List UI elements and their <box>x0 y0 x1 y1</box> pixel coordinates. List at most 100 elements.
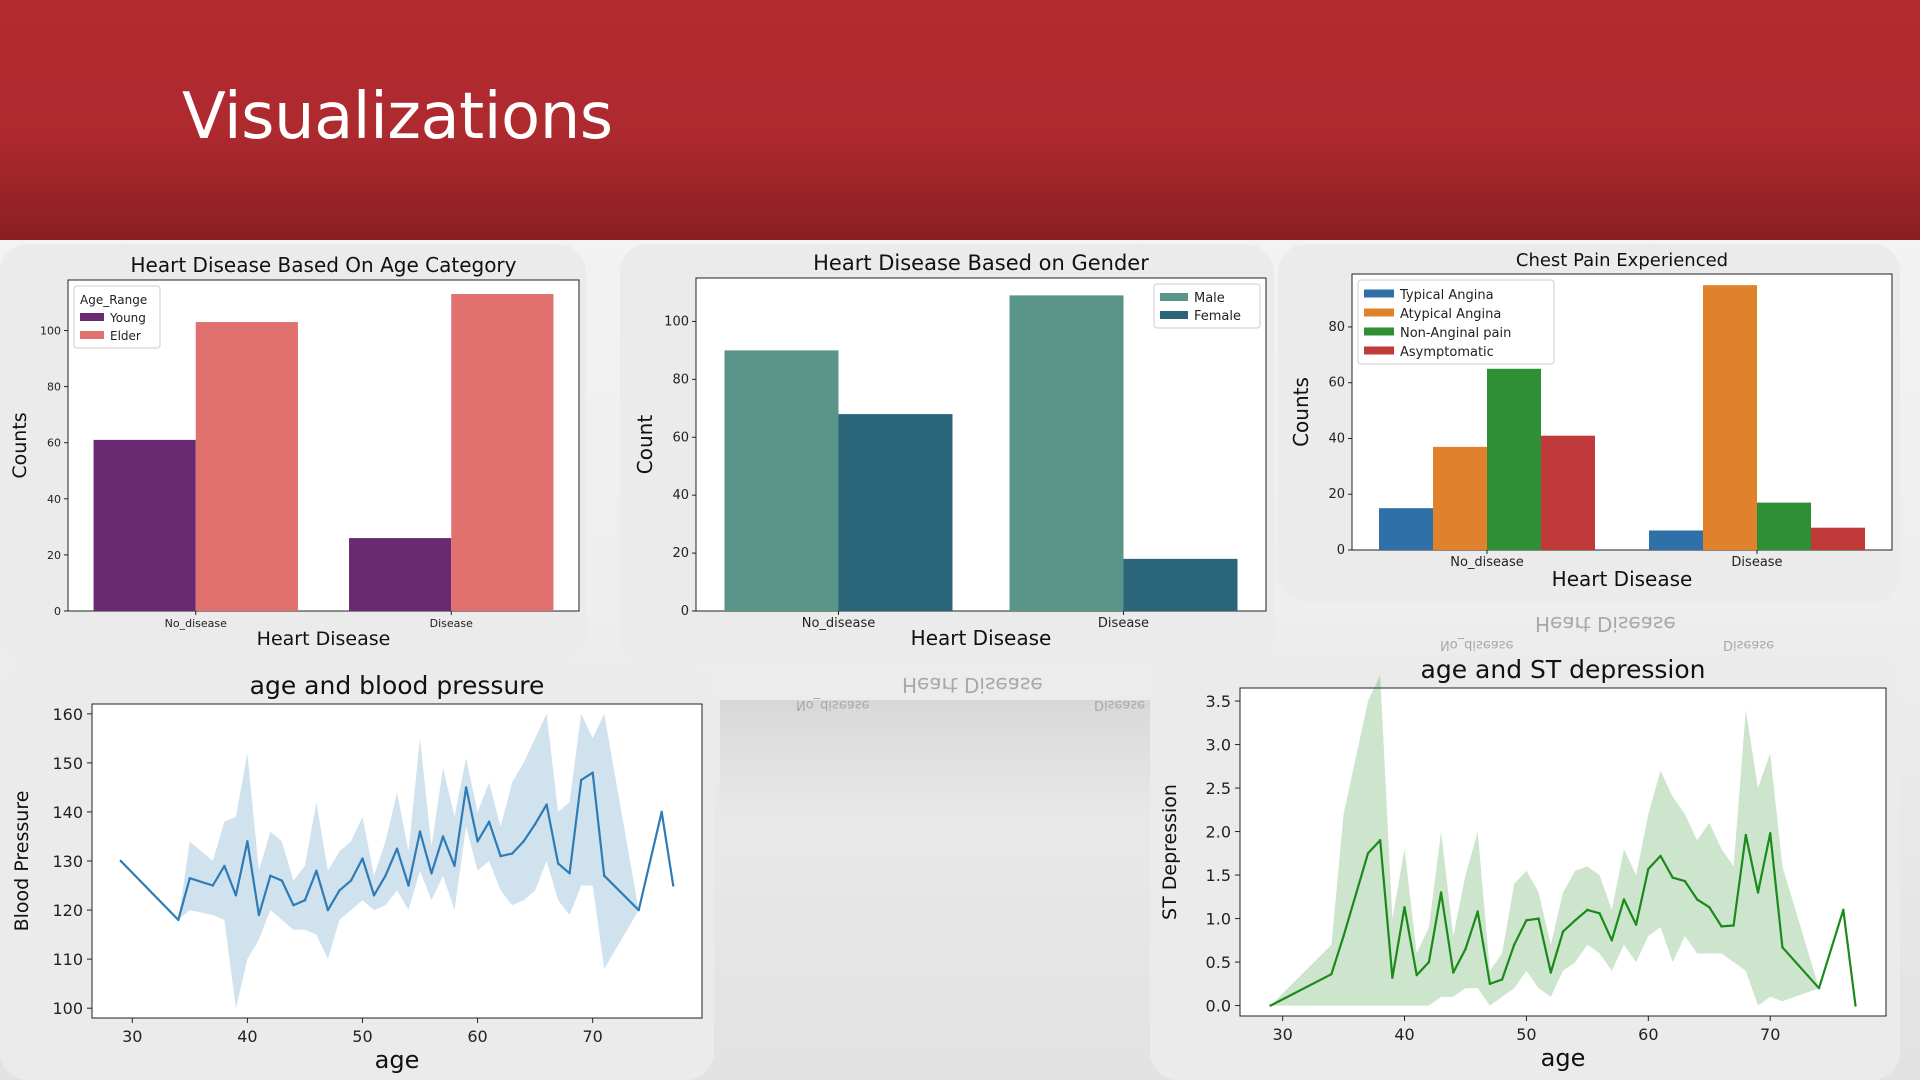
legend-box <box>1357 279 1555 365</box>
y-tick-label: 40 <box>672 488 689 503</box>
y-tick-label: 2.5 <box>1206 779 1231 798</box>
data-point <box>672 884 675 887</box>
data-point <box>545 803 548 806</box>
y-tick-label: 60 <box>672 430 689 445</box>
data-point <box>533 823 537 826</box>
y-tick-label: 40 <box>1328 431 1345 446</box>
x-tick-label: 50 <box>1516 1025 1536 1044</box>
data-point <box>1842 908 1845 912</box>
legend-label: Young <box>109 311 146 325</box>
data-point <box>349 879 353 882</box>
slide-title: Visualizations <box>182 80 613 154</box>
data-point <box>177 918 180 922</box>
data-point <box>476 840 479 843</box>
data-point <box>660 810 663 814</box>
y-tick-label: 20 <box>47 549 61 562</box>
y-tick-label: 80 <box>47 381 61 394</box>
chart-title: age and blood pressure <box>250 671 545 700</box>
bar-non-anginal-pain <box>1487 368 1541 550</box>
y-tick-label: 140 <box>52 803 83 822</box>
bar-atypical-angina <box>1703 285 1757 550</box>
y-axis-label: Count <box>633 415 657 475</box>
data-point <box>1500 978 1504 981</box>
y-tick-label: 80 <box>672 372 689 387</box>
legend-swatch <box>1160 311 1188 319</box>
x-tick-label: Disease <box>1098 616 1149 631</box>
y-axis-label: ST Depression <box>1159 784 1181 920</box>
data-point <box>487 820 491 823</box>
data-point <box>1634 923 1638 926</box>
data-point <box>315 869 318 873</box>
x-tick-label: No_disease <box>802 616 876 631</box>
data-point <box>246 840 249 843</box>
x-tick-label: 30 <box>122 1027 142 1046</box>
y-tick-label: 100 <box>664 314 689 329</box>
chart-title: age and ST depression <box>1421 655 1706 684</box>
data-point <box>1439 891 1443 894</box>
y-tick-label: 110 <box>52 950 83 969</box>
data-point <box>1415 973 1418 977</box>
bar-elder <box>451 294 554 611</box>
data-point <box>1269 1004 1272 1007</box>
y-axis-label: Blood Pressure <box>11 791 33 932</box>
data-point <box>257 913 261 917</box>
y-tick-label: 0 <box>681 604 689 619</box>
legend-swatch <box>80 313 104 321</box>
data-point <box>1427 960 1431 964</box>
data-point <box>579 778 583 782</box>
y-tick-label: 3.5 <box>1206 692 1231 711</box>
data-point <box>1769 832 1772 835</box>
legend-swatch <box>1364 327 1394 336</box>
legend-swatch <box>1364 346 1394 355</box>
data-point <box>1817 986 1821 990</box>
y-tick-label: 0.0 <box>1206 997 1231 1016</box>
data-point <box>338 889 341 892</box>
data-point <box>384 874 387 877</box>
reflection-label: Disease <box>1723 637 1775 652</box>
x-tick-label: 40 <box>237 1027 257 1046</box>
data-point <box>1708 906 1711 909</box>
data-point <box>556 862 560 865</box>
y-tick-label: 40 <box>47 493 61 506</box>
y-tick-label: 0.5 <box>1206 953 1231 972</box>
x-tick-label: Disease <box>430 617 473 630</box>
data-point <box>1732 924 1735 927</box>
data-point <box>1378 839 1382 842</box>
bar-asymptomatic <box>1541 435 1595 550</box>
bar-female <box>1123 558 1238 611</box>
chart-title: Heart Disease Based On Age Category <box>131 253 517 277</box>
legend-swatch <box>1160 293 1188 301</box>
y-tick-label: 130 <box>52 852 83 871</box>
bar-elder <box>195 322 298 611</box>
data-point <box>234 894 238 897</box>
data-point <box>1573 919 1577 922</box>
bar-atypical-angina <box>1433 446 1487 550</box>
legend-label: Elder <box>110 329 141 343</box>
data-point <box>1452 971 1455 974</box>
legend-swatch <box>1364 289 1394 298</box>
y-tick-label: 60 <box>47 437 61 450</box>
data-point <box>568 872 571 875</box>
x-tick-label: 70 <box>1760 1025 1780 1044</box>
y-tick-label: 0 <box>54 605 61 618</box>
data-point <box>522 840 525 843</box>
x-axis-label: Heart Disease <box>257 628 391 650</box>
chart-age-category: Heart Disease Based On Age Category 0 20 40… <box>9 253 580 650</box>
data-point <box>1671 876 1674 879</box>
y-tick-label: 1.0 <box>1206 910 1231 929</box>
data-point <box>326 908 330 912</box>
data-point <box>602 874 606 877</box>
chart-gender: Heart Disease Based on Gender 0 20 40 60 80 10… <box>633 251 1267 650</box>
data-point <box>510 852 514 855</box>
data-point <box>303 899 307 902</box>
x-tick-label: No_disease <box>165 617 227 630</box>
bar-young <box>93 439 196 611</box>
x-tick-label: 70 <box>582 1027 602 1046</box>
legend-label: Male <box>1194 291 1225 306</box>
x-tick-label: 50 <box>352 1027 372 1046</box>
y-axis-label: Counts <box>9 412 31 478</box>
legend-label: Female <box>1194 309 1241 324</box>
x-tick-label: 60 <box>467 1027 487 1046</box>
legend-swatch <box>80 331 104 339</box>
y-tick-label: 60 <box>1328 376 1345 391</box>
